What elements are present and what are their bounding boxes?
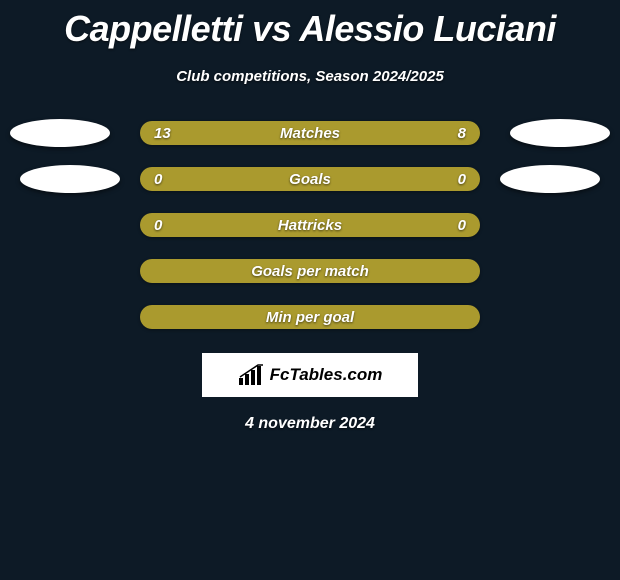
stat-label: Goals per match [182, 263, 438, 280]
stat-bar: Min per goal [140, 305, 480, 329]
stat-label: Goals [182, 171, 438, 188]
stat-row: 0 Hattricks 0 [0, 213, 620, 237]
page-title: Cappelletti vs Alessio Luciani [0, 0, 620, 50]
stat-label: Matches [182, 125, 438, 142]
stat-left-value: 13 [154, 125, 182, 142]
subtitle: Club competitions, Season 2024/2025 [0, 68, 620, 85]
stat-bar: 0 Hattricks 0 [140, 213, 480, 237]
stat-left-value: 0 [154, 171, 182, 188]
ellipse-right-icon [500, 165, 600, 193]
stat-left-value: 0 [154, 217, 182, 234]
stat-right-value: 0 [438, 171, 466, 188]
stat-right-value: 8 [438, 125, 466, 142]
stat-row: Goals per match [0, 259, 620, 283]
logo-text: FcTables.com [270, 365, 383, 385]
stat-bar: 0 Goals 0 [140, 167, 480, 191]
stat-label: Hattricks [182, 217, 438, 234]
stat-rows: 13 Matches 8 0 Goals 0 0 Hattricks 0 Goa… [0, 121, 620, 329]
stat-bar: Goals per match [140, 259, 480, 283]
bar-chart-icon [238, 364, 264, 386]
ellipse-left-icon [20, 165, 120, 193]
ellipse-left-icon [10, 119, 110, 147]
date-label: 4 november 2024 [0, 415, 620, 433]
ellipse-right-icon [510, 119, 610, 147]
stat-label: Min per goal [182, 309, 438, 326]
stat-row: Min per goal [0, 305, 620, 329]
stat-row: 0 Goals 0 [0, 167, 620, 191]
stat-row: 13 Matches 8 [0, 121, 620, 145]
logo-badge: FcTables.com [202, 353, 418, 397]
stat-bar: 13 Matches 8 [140, 121, 480, 145]
stat-right-value: 0 [438, 217, 466, 234]
